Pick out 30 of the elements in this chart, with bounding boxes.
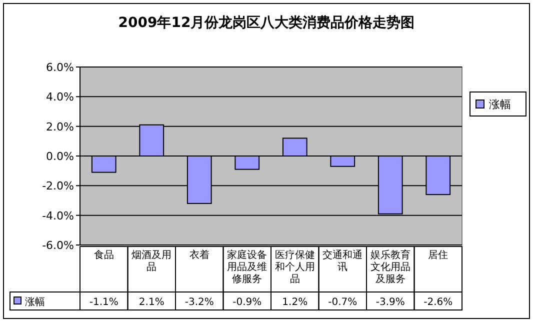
- y-tick-label: 0.0%: [46, 150, 74, 163]
- y-tick-label: -4.0%: [42, 209, 74, 222]
- y-tick-label: 2.0%: [46, 120, 74, 134]
- legend-label: 涨幅: [489, 98, 511, 111]
- x-tick-label: 居住: [428, 250, 448, 261]
- x-tick-label: 医疗保健和个人用品: [274, 249, 315, 285]
- y-tick-label: -2.0%: [42, 180, 74, 193]
- bar: [282, 138, 308, 156]
- x-tick-label: 食品: [94, 249, 114, 261]
- bar: [91, 156, 116, 173]
- data-label: -1.1%: [89, 297, 118, 308]
- data-label: 1.2%: [282, 297, 308, 308]
- data-label: -3.9%: [376, 297, 405, 308]
- x-tick-label: 衣着: [189, 249, 210, 261]
- y-tick-label: 4.0%: [46, 90, 74, 104]
- x-tick-label: 烟酒及用品: [132, 249, 172, 273]
- x-tick-label: 娱乐教育文化用品及服务: [370, 249, 410, 285]
- chart-title: 2009年12月份龙岗区八大类消费品价格走势图: [118, 15, 415, 31]
- data-label: -0.9%: [232, 297, 262, 308]
- y-tick-label: -6.0%: [42, 239, 74, 252]
- text: 涨幅: [25, 297, 45, 308]
- y-tick-label: 6.0%: [46, 61, 74, 74]
- data-label: -0.7%: [328, 297, 358, 308]
- data-label: -2.6%: [424, 297, 453, 308]
- bar: [234, 156, 260, 170]
- bar: [330, 156, 356, 167]
- x-tick-label: 交通和通讯: [322, 249, 363, 273]
- x-tick-label: 家庭设备用品及维修服务: [227, 249, 268, 285]
- data-label: 2.1%: [138, 297, 164, 308]
- data-label: -3.2%: [184, 297, 214, 308]
